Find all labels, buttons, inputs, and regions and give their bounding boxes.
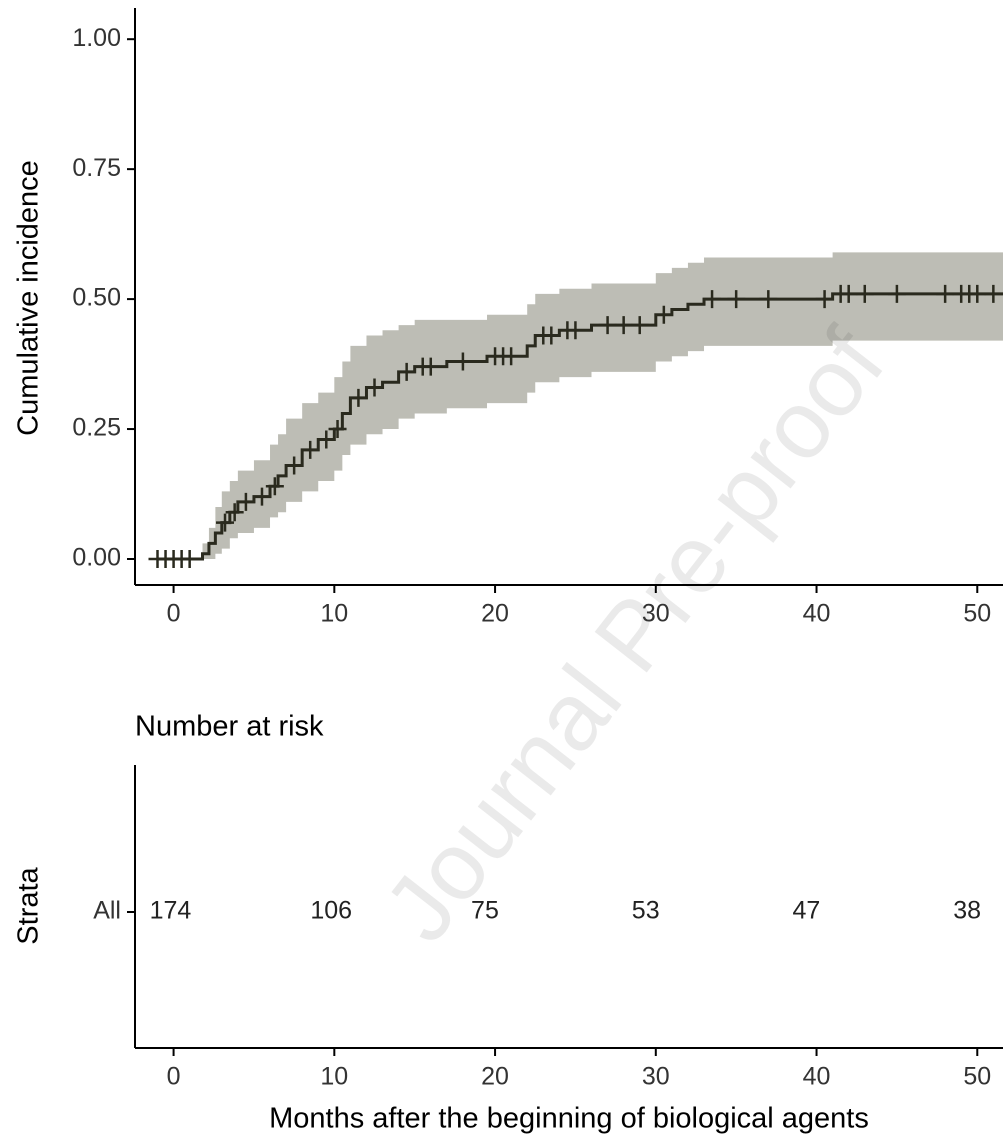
x-tick-label: 50 [963,1063,991,1091]
censor-mark [317,430,336,449]
x-tick-label: 20 [481,600,509,628]
x-tick-label: 30 [642,600,670,628]
censor-mark [566,321,585,340]
stratum-label: All [93,897,121,925]
censor-mark [968,284,987,303]
censor-mark [887,284,906,303]
risk-count: 174 [150,897,192,925]
y-tick-label: 0.25 [72,414,121,442]
y-tick-label: 0.00 [72,544,121,572]
risk-count: 47 [793,897,821,925]
y-tick-label: 0.50 [72,284,121,312]
censor-mark [502,347,521,366]
table-y-label: Strata [13,866,45,944]
censor-mark [365,378,384,397]
risk-count: 106 [310,897,352,925]
censor-mark [421,357,440,376]
censor-mark [216,513,235,532]
censor-mark [936,284,955,303]
censor-mark [328,420,347,439]
censor-mark [703,290,722,309]
x-axis-label: Months after the beginning of biological… [269,1103,869,1135]
censor-mark [397,362,416,381]
censor-mark [654,305,673,324]
x-tick-label: 0 [167,600,181,628]
y-tick-label: 1.00 [72,24,121,52]
x-tick-label: 20 [481,1063,509,1091]
censor-mark [225,503,244,522]
censor-mark [839,284,858,303]
censor-mark [301,440,320,459]
censor-mark [630,316,649,335]
x-tick-label: 50 [963,600,991,628]
censor-mark [542,326,561,345]
x-tick-label: 40 [803,600,831,628]
censor-mark [252,487,271,506]
censor-mark [614,316,633,335]
censor-mark [598,316,617,335]
y-axis-label: Cumulative incidence [13,160,45,436]
censor-mark [453,352,472,371]
censor-mark [285,456,304,475]
censor-mark [759,290,778,309]
censor-mark [349,388,368,407]
confidence-band [157,252,1003,560]
censor-mark [815,290,834,309]
risk-count: 38 [953,897,981,925]
risk-count: 53 [632,897,660,925]
x-tick-label: 40 [803,1063,831,1091]
censor-mark [855,284,874,303]
censor-mark [727,290,746,309]
plot-area [148,252,1003,569]
x-tick-label: 10 [320,1063,348,1091]
censor-mark [265,477,284,496]
risk-count: 75 [471,897,499,925]
x-tick-label: 10 [320,600,348,628]
censor-mark [236,492,255,511]
censor-mark [984,284,1003,303]
x-tick-label: 0 [167,1063,181,1091]
table-title: Number at risk [135,711,324,743]
x-tick-label: 30 [642,1063,670,1091]
censor-mark [180,550,199,569]
y-tick-label: 0.75 [72,154,121,182]
